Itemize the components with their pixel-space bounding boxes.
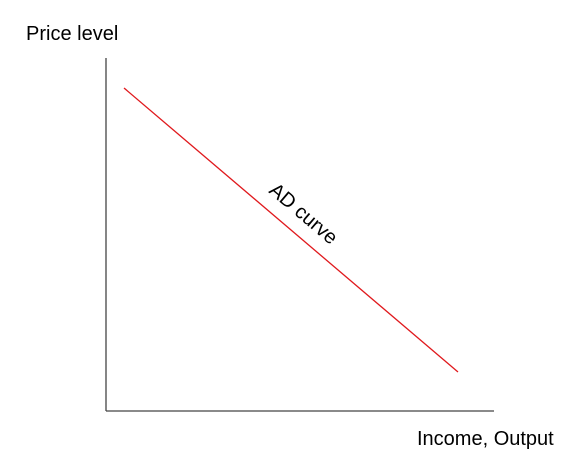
ad-curve-label: AD curve: [265, 179, 342, 249]
ad-curve: [123, 87, 459, 373]
y-axis-title: Price level: [26, 23, 118, 45]
x-axis-title: Income, Output: [417, 428, 554, 450]
